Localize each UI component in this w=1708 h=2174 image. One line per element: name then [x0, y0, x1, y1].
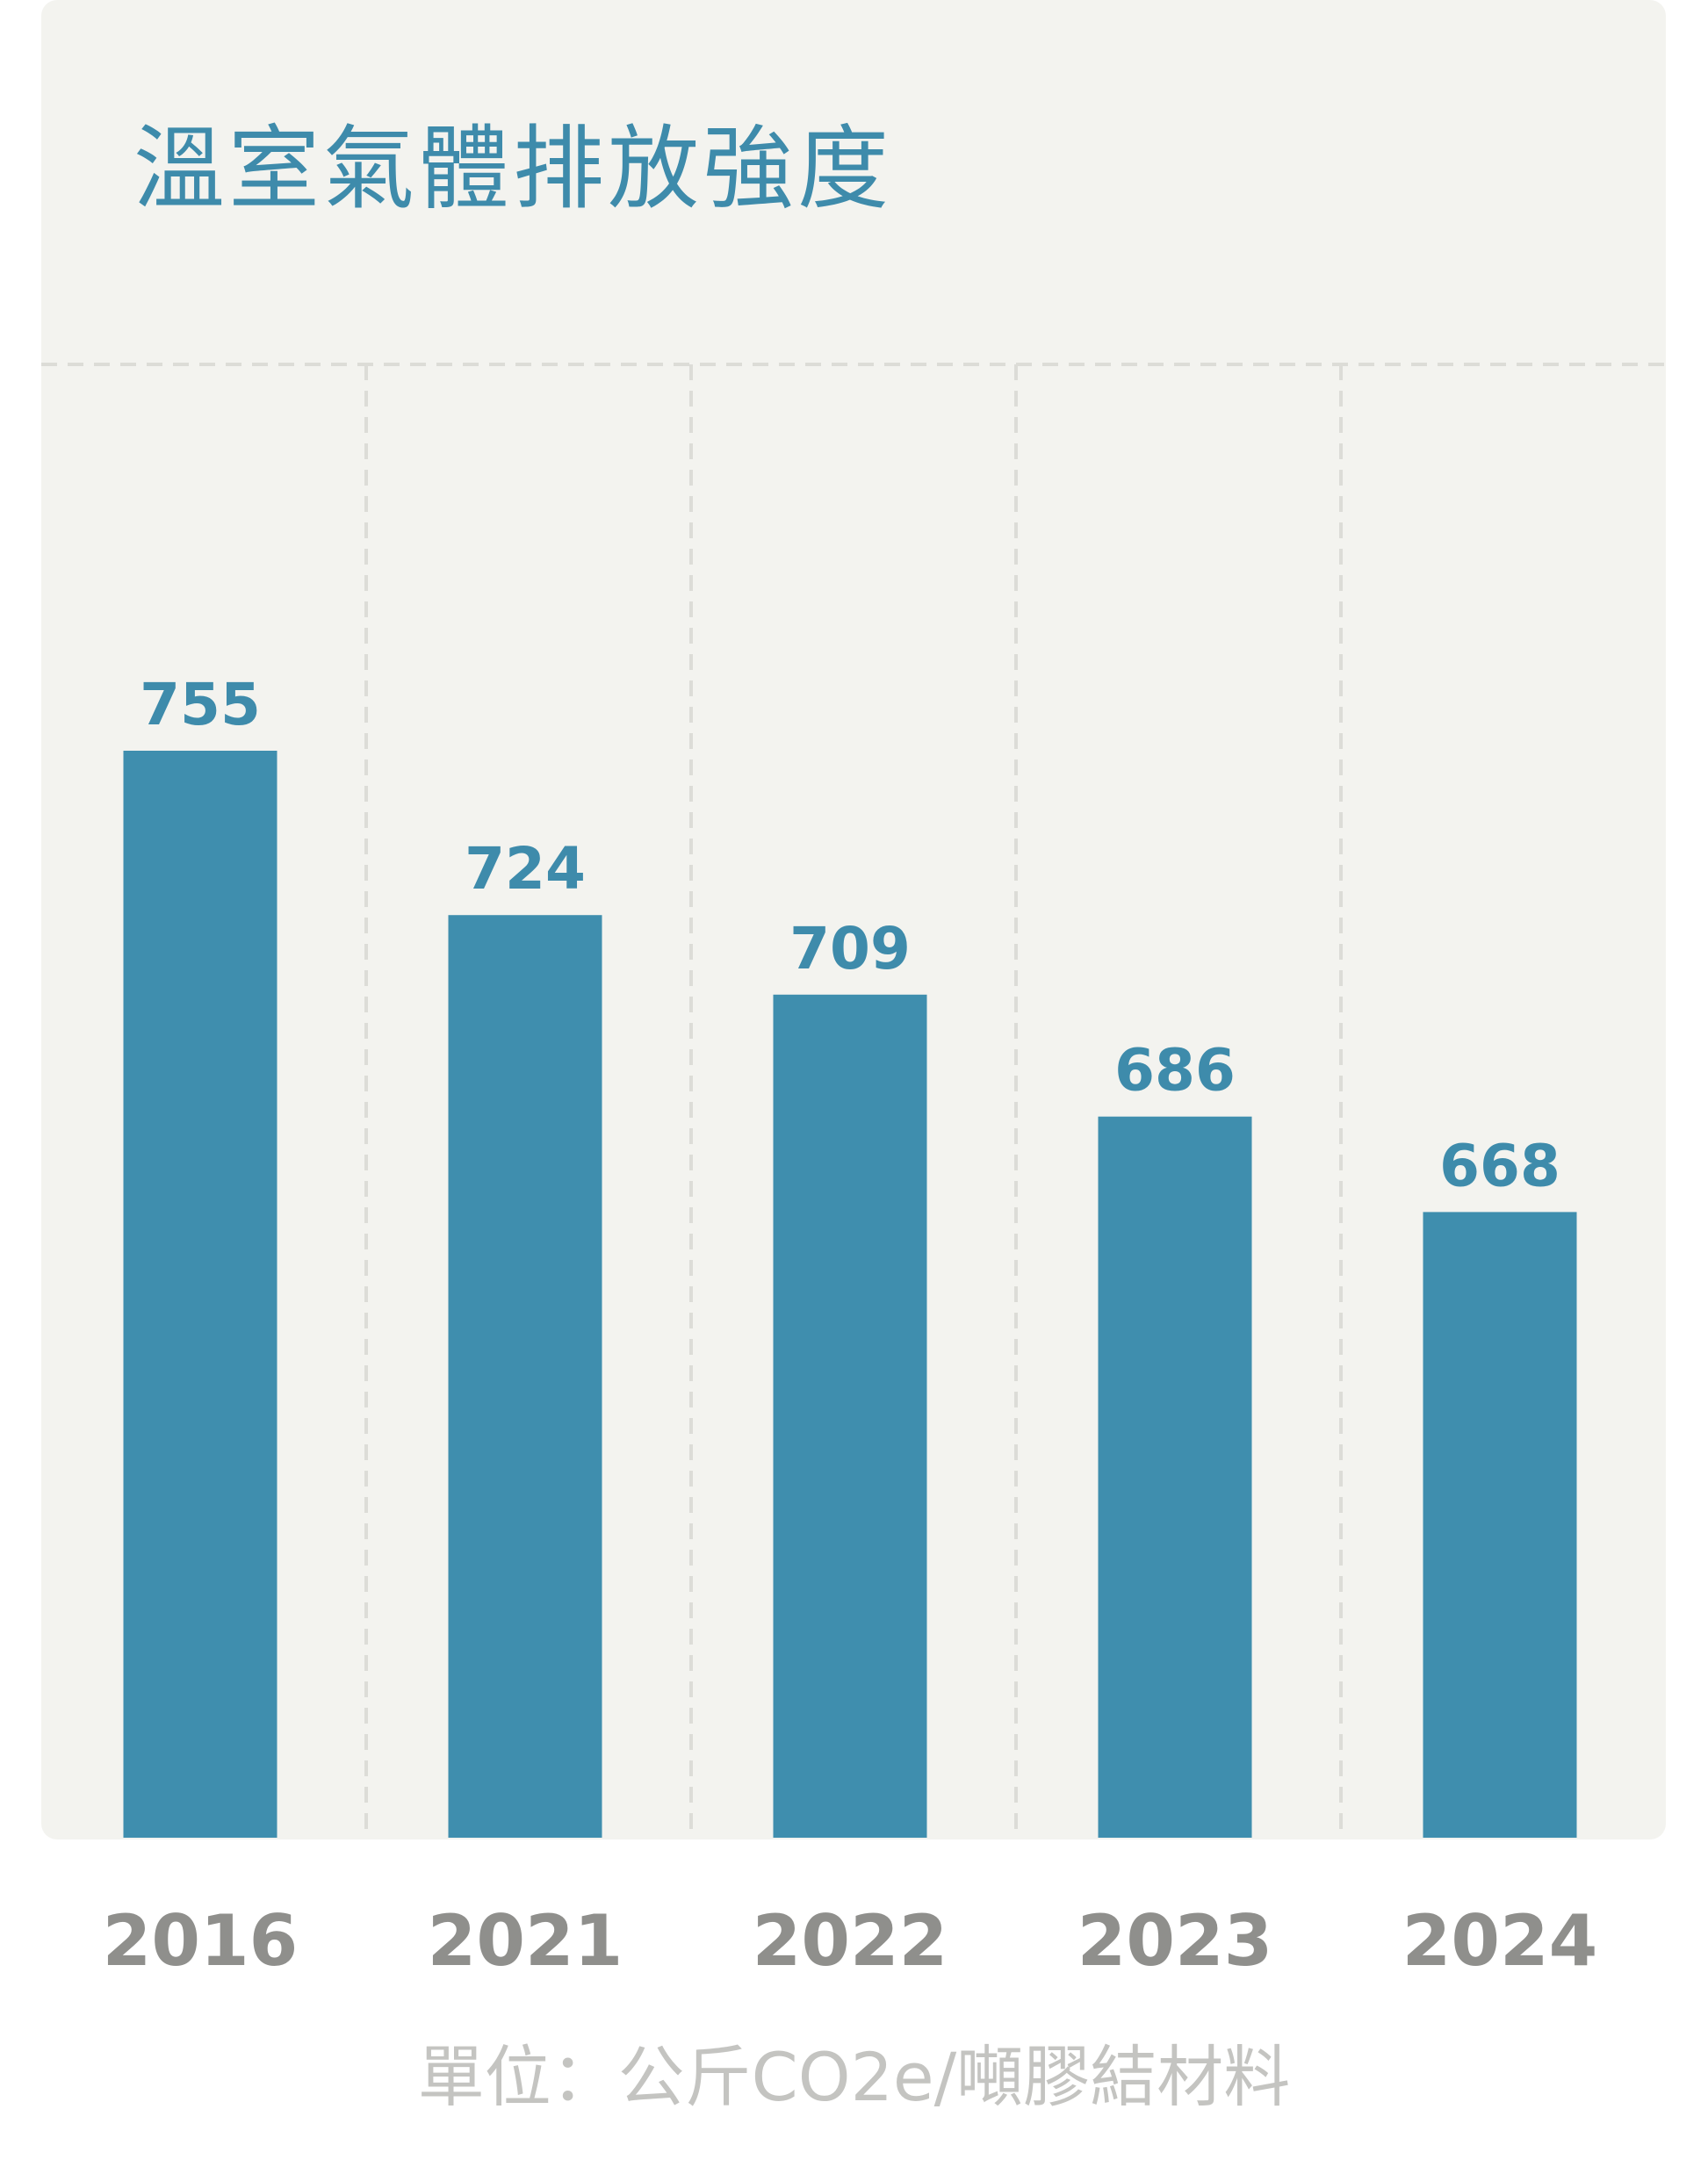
- value-label-2021: 724: [465, 835, 586, 903]
- value-label-2022: 709: [789, 915, 911, 983]
- value-labels: 755 724 709 686 668: [140, 671, 1560, 1199]
- bar-2022: [773, 994, 927, 1838]
- chart-title: 溫室氣體排放強度: [133, 115, 893, 222]
- value-label-2024: 668: [1439, 1132, 1560, 1199]
- gridlines: [41, 363, 1666, 1839]
- value-label-2023: 686: [1114, 1037, 1236, 1105]
- x-axis-ticks: 2016 2021 2022 2023 2024: [103, 1900, 1598, 1982]
- bar-2023: [1098, 1116, 1252, 1838]
- bar-2021: [448, 915, 602, 1838]
- tick-label-2021: 2021: [428, 1900, 623, 1982]
- value-label-2016: 755: [140, 671, 261, 738]
- tick-label-2024: 2024: [1402, 1900, 1598, 1982]
- tick-label-2022: 2022: [753, 1900, 948, 1982]
- bars: [123, 751, 1577, 1838]
- tick-label-2016: 2016: [103, 1900, 299, 1982]
- bar-2016: [123, 751, 277, 1838]
- unit-note: 單位：公斤CO2e/噸膠結材料: [417, 2038, 1291, 2116]
- tick-label-2023: 2023: [1077, 1900, 1273, 1982]
- bar-2024: [1423, 1212, 1577, 1838]
